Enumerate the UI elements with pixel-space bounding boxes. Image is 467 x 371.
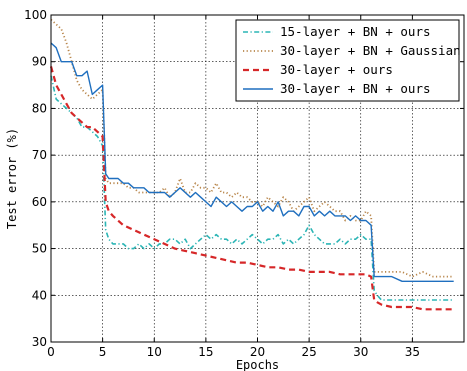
legend: 15-layer + BN + ours 30-layer + BN + Gaus… — [235, 19, 461, 102]
x-tick-label: 25 — [301, 345, 316, 359]
legend-label: 30-layer + BN + Gaussian — [280, 43, 461, 58]
x-tick-label: 30 — [353, 345, 368, 359]
legend-box — [235, 19, 460, 102]
y-tick-label: 30 — [32, 335, 47, 349]
legend-label: 30-layer + BN + ours — [280, 81, 431, 96]
x-tick-label: 5 — [99, 345, 107, 359]
legend-label: 15-layer + BN + ours — [280, 24, 431, 39]
y-tick-label: 40 — [32, 288, 47, 302]
x-tick-label: 15 — [198, 345, 213, 359]
x-tick-label: 10 — [147, 345, 162, 359]
axis-ticks: 0 5 10 15 20 25 30 35 30 40 50 60 70 80 90 100 — [24, 8, 464, 359]
legend-label: 30-layer + ours — [280, 62, 393, 77]
series-lines — [49, 19, 454, 311]
y-tick-label: 80 — [32, 101, 47, 115]
y-tick-label: 60 — [32, 195, 47, 209]
series-line-1 — [50, 75, 454, 301]
y-tick-label: 90 — [32, 55, 47, 69]
y-tick-label: 50 — [32, 242, 47, 256]
x-tick-label: 35 — [405, 345, 420, 359]
y-axis-label: Test error (%) — [5, 128, 19, 229]
series-line-4 — [50, 42, 454, 282]
y-tick-label: 70 — [32, 148, 47, 162]
x-tick-label: 20 — [250, 345, 265, 359]
x-tick-label: 0 — [47, 345, 55, 359]
x-axis-label: Epochs — [236, 358, 279, 371]
series-line-3 — [49, 66, 454, 311]
y-tick-label: 100 — [24, 8, 47, 22]
